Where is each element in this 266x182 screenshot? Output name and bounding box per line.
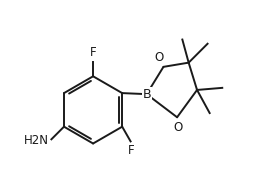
Text: O: O bbox=[173, 121, 183, 134]
Text: F: F bbox=[128, 143, 135, 157]
Text: B: B bbox=[142, 88, 151, 101]
Text: F: F bbox=[90, 46, 96, 60]
Text: O: O bbox=[155, 51, 164, 64]
Text: H2N: H2N bbox=[24, 134, 49, 147]
